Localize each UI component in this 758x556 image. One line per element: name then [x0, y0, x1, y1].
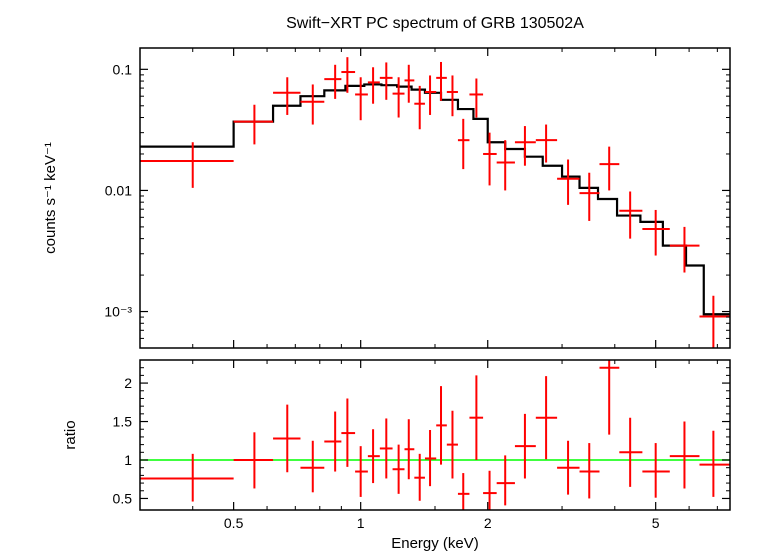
- ratio-tick-label: 1: [124, 452, 132, 468]
- x-tick-label: 5: [652, 515, 660, 531]
- x-tick-label: 1: [357, 515, 365, 531]
- chart-title: Swift−XRT PC spectrum of GRB 130502A: [286, 15, 584, 32]
- x-tick-label: 0.5: [224, 515, 244, 531]
- spectrum-chart: Swift−XRT PC spectrum of GRB 130502A 0.5 1…: [0, 0, 758, 556]
- y-axis-label: counts s⁻¹ keV⁻¹: [42, 142, 59, 254]
- x-tick-label: 2: [484, 515, 492, 531]
- y-tick-label: 10⁻³: [104, 304, 132, 320]
- y-tick-label: 0.01: [105, 182, 132, 198]
- x-axis-label: Energy (keV): [391, 535, 479, 552]
- ratio-data-group: [140, 360, 730, 513]
- ratio-tick-label: 1.5: [113, 414, 133, 430]
- ratio-axis-label: ratio: [62, 420, 79, 449]
- chart-container: Swift−XRT PC spectrum of GRB 130502A 0.5 1…: [0, 0, 758, 556]
- ratio-tick-label: 2: [124, 375, 132, 391]
- ratio-tick-label: 0.5: [113, 490, 133, 506]
- y-tick-label: 0.1: [113, 61, 133, 77]
- model-step-line: [140, 84, 730, 314]
- spectrum-data-group: [140, 57, 730, 348]
